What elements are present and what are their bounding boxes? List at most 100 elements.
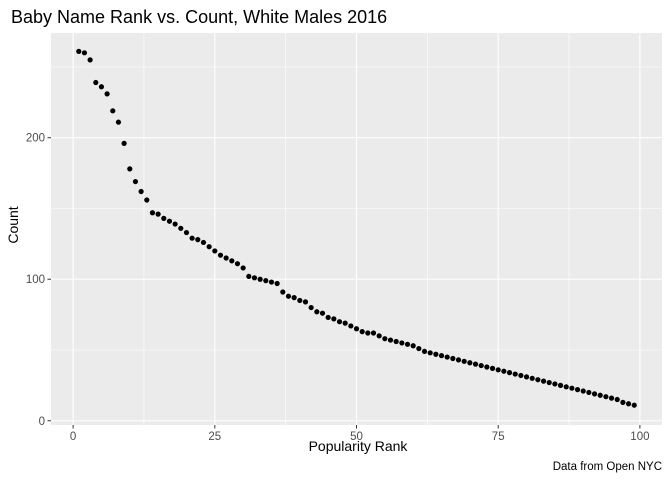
x-axis-title: Popularity Rank <box>309 438 409 454</box>
data-point <box>597 392 603 398</box>
data-point <box>110 108 116 114</box>
data-point <box>104 91 110 97</box>
data-point <box>81 50 88 56</box>
data-point <box>200 239 207 246</box>
data-point <box>93 79 99 86</box>
data-point <box>189 235 195 241</box>
data-point <box>240 265 246 271</box>
data-point <box>172 221 178 227</box>
data-point <box>155 211 161 217</box>
data-point <box>285 293 292 299</box>
x-tick-label: 100 <box>630 431 649 443</box>
data-point <box>563 384 569 390</box>
data-point <box>461 358 467 364</box>
data-point <box>336 319 343 325</box>
data-point <box>421 348 428 355</box>
data-point <box>506 370 513 376</box>
tick-labels: 0 25 50 75 100 0 100 200 <box>26 133 650 443</box>
y-tick-label: 200 <box>26 133 45 145</box>
data-point <box>115 119 122 125</box>
data-point <box>608 395 615 401</box>
y-tick-label: 100 <box>26 274 45 286</box>
data-point <box>359 328 365 335</box>
data-point <box>450 355 456 362</box>
data-point <box>274 280 280 287</box>
data-point <box>195 237 201 243</box>
data-point <box>444 354 450 360</box>
data-point <box>591 391 598 397</box>
data-point <box>138 188 144 195</box>
data-point <box>478 362 484 369</box>
data-point <box>540 378 547 384</box>
data-point <box>495 367 501 373</box>
chart-title: Baby Name Rank vs. Count, White Males 20… <box>11 7 387 27</box>
data-point <box>404 341 411 347</box>
data-points <box>76 48 637 408</box>
data-point <box>280 289 286 295</box>
data-point <box>410 343 416 349</box>
data-point <box>353 326 360 332</box>
x-tick-label: 0 <box>70 431 76 443</box>
data-point <box>331 316 337 322</box>
data-point <box>149 210 156 216</box>
data-point <box>121 140 127 146</box>
data-point <box>399 340 405 346</box>
y-tick-label: 0 <box>39 416 45 428</box>
y-axis-title: Count <box>5 206 21 243</box>
data-point <box>217 252 224 258</box>
data-point <box>365 330 371 336</box>
axis-ticks <box>47 137 641 429</box>
data-point <box>557 382 564 388</box>
data-point <box>342 320 348 326</box>
data-point <box>484 364 490 370</box>
data-point <box>376 333 382 339</box>
data-point <box>212 248 218 254</box>
data-point <box>87 57 93 63</box>
x-tick-label: 75 <box>492 431 505 443</box>
data-point <box>614 396 620 403</box>
data-point <box>489 365 496 371</box>
data-point <box>263 278 269 284</box>
data-point <box>427 350 433 356</box>
data-point <box>631 402 637 408</box>
data-point <box>132 178 139 185</box>
data-point <box>325 314 331 321</box>
chart-caption: Data from Open NYC <box>553 461 662 473</box>
data-point <box>535 377 541 383</box>
data-point <box>127 166 133 172</box>
data-point <box>246 273 252 280</box>
data-point <box>620 399 626 405</box>
x-tick-label: 50 <box>350 431 363 443</box>
data-point <box>161 215 167 221</box>
data-point <box>302 299 309 305</box>
data-point <box>467 360 473 366</box>
data-point <box>580 388 586 394</box>
data-point <box>229 258 235 264</box>
data-point <box>438 353 445 359</box>
data-point <box>178 225 184 231</box>
data-point <box>297 297 303 304</box>
data-point <box>387 337 394 343</box>
data-point <box>314 309 320 315</box>
x-tick-label: 25 <box>208 431 221 443</box>
data-point <box>574 387 581 393</box>
data-point <box>308 304 314 311</box>
data-point <box>319 310 326 316</box>
data-point <box>523 374 530 380</box>
data-point <box>234 261 241 267</box>
data-point <box>603 394 609 400</box>
data-point <box>144 197 150 203</box>
data-point <box>433 351 439 357</box>
data-point <box>416 345 422 352</box>
data-point <box>98 84 105 90</box>
data-point <box>586 389 592 396</box>
data-point <box>251 275 258 281</box>
data-point <box>223 255 229 261</box>
data-point <box>552 381 558 387</box>
data-point <box>382 336 388 342</box>
data-point <box>257 276 263 282</box>
data-point <box>206 244 212 250</box>
data-point <box>518 372 524 379</box>
